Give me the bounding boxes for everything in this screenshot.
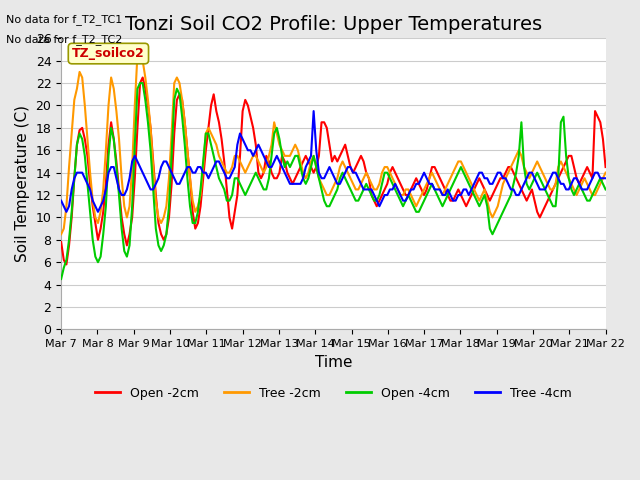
Text: No data for f_T2_TC2: No data for f_T2_TC2: [6, 34, 123, 45]
Tree -4cm: [418, 175, 426, 181]
Tree -4cm: [58, 198, 65, 204]
X-axis label: Time: Time: [315, 355, 352, 370]
Title: Tonzi Soil CO2 Profile: Upper Temperatures: Tonzi Soil CO2 Profile: Upper Temperatur…: [125, 15, 542, 34]
Tree -2cm: [586, 187, 594, 192]
Tree -2cm: [602, 170, 609, 176]
Open -4cm: [415, 209, 422, 215]
Open -4cm: [447, 187, 454, 192]
Tree -2cm: [58, 231, 65, 237]
Open -4cm: [602, 187, 609, 192]
Tree -2cm: [250, 153, 257, 159]
Open -2cm: [99, 209, 107, 215]
Open -2cm: [139, 74, 147, 80]
Tree -2cm: [194, 204, 202, 209]
Tree -2cm: [447, 175, 454, 181]
Open -2cm: [418, 187, 426, 192]
Open -4cm: [250, 175, 257, 181]
Open -2cm: [58, 239, 65, 245]
Open -2cm: [449, 198, 457, 204]
Line: Tree -4cm: Tree -4cm: [61, 111, 605, 212]
Open -2cm: [589, 175, 596, 181]
Tree -2cm: [97, 209, 104, 215]
Y-axis label: Soil Temperature (C): Soil Temperature (C): [15, 105, 30, 263]
Tree -4cm: [99, 198, 107, 204]
Open -4cm: [194, 209, 202, 215]
Tree -4cm: [63, 209, 70, 215]
Open -4cm: [586, 198, 594, 204]
Tree -4cm: [310, 108, 317, 114]
Open -2cm: [602, 164, 609, 170]
Open -2cm: [252, 142, 260, 147]
Line: Open -4cm: Open -4cm: [61, 83, 605, 279]
Line: Tree -2cm: Tree -2cm: [61, 49, 605, 234]
Open -4cm: [58, 276, 65, 282]
Text: No data for f_T2_TC1: No data for f_T2_TC1: [6, 14, 123, 25]
Tree -4cm: [194, 164, 202, 170]
Tree -2cm: [136, 47, 144, 52]
Open -4cm: [136, 80, 144, 86]
Tree -4cm: [602, 175, 609, 181]
Text: TZ_soilco2: TZ_soilco2: [72, 47, 145, 60]
Tree -4cm: [449, 198, 457, 204]
Line: Open -2cm: Open -2cm: [61, 77, 605, 264]
Tree -4cm: [589, 175, 596, 181]
Legend: Open -2cm, Tree -2cm, Open -4cm, Tree -4cm: Open -2cm, Tree -2cm, Open -4cm, Tree -4…: [90, 382, 577, 405]
Tree -4cm: [250, 153, 257, 159]
Open -2cm: [196, 204, 204, 209]
Open -4cm: [97, 254, 104, 260]
Tree -2cm: [415, 198, 422, 204]
Open -2cm: [63, 262, 70, 267]
